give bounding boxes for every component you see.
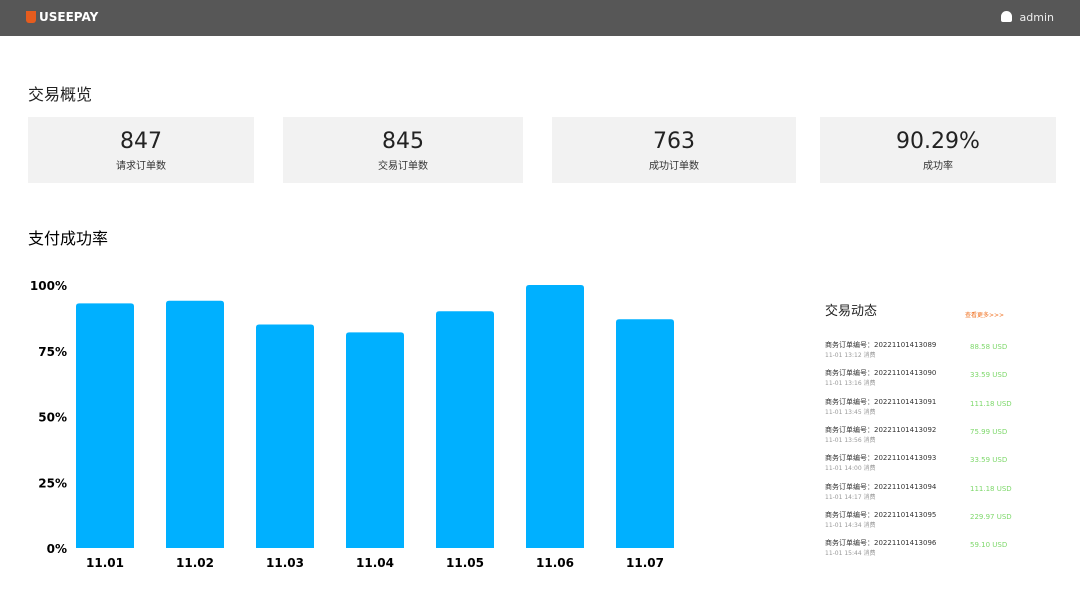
feed-item[interactable]: 商务订单编号：20221101413096 11-01 15:44 消费 59.10… [825,538,1015,557]
order-id: 商务订单编号：20221101413090 [825,369,937,378]
order-time: 11-01 15:44 消费 [825,550,876,558]
order-time: 11-01 14:17 消费 [825,493,876,501]
order-amount: 75.99 USD [970,427,1008,436]
order-amount: 33.59 USD [970,371,1008,380]
metric-value: 763 [653,129,695,154]
feed-item[interactable]: 商务订单编号：20221101413092 11-01 13:56 消费 75.99… [825,425,1015,444]
metric-value: 847 [120,129,162,154]
order-amount: 33.59 USD [970,456,1008,465]
x-tick-label: 11.07 [626,556,664,570]
feed-item[interactable]: 商务订单编号：20221101413094 11-01 14:17 消费 111.1… [825,482,1015,501]
metric-value: 845 [382,129,424,154]
order-amount: 229.97 USD [970,512,1012,521]
order-time: 11-01 14:34 消费 [825,521,876,529]
y-tick-label: 50% [38,411,67,425]
bar [436,311,494,548]
metric-card: 763 成功订单数 [552,117,796,183]
metric-value: 90.29% [896,129,980,154]
feed: 交易动态 查看更多>>> 商务订单编号：20221101413089 11-01 … [825,300,1015,557]
order-time: 11-01 13:45 消费 [825,408,876,416]
order-time: 11-01 14:00 消费 [825,465,876,473]
x-tick-label: 11.03 [266,556,304,570]
order-time: 11-01 13:56 消费 [825,436,876,444]
top-bar: USEEPAY admin [0,0,1080,36]
chart-title: 支付成功率 [28,229,108,248]
y-tick-label: 100% [30,279,67,293]
x-tick-label: 11.06 [536,556,574,570]
y-tick-label: 75% [38,345,67,359]
feed-item[interactable]: 商务订单编号：20221101413089 11-01 13:12 消费 88.58… [825,340,1015,359]
order-id: 商务订单编号：20221101413095 [825,510,937,519]
order-amount: 111.18 USD [970,399,1012,408]
order-time: 11-01 13:16 消费 [825,380,876,388]
feed-item[interactable]: 商务订单编号：20221101413090 11-01 13:16 消费 33.59… [825,368,1015,387]
x-tick-label: 11.05 [446,556,484,570]
metric-label: 成功订单数 [649,161,699,172]
x-tick-label: 11.04 [356,556,394,570]
y-tick-label: 25% [38,476,67,490]
order-id: 商务订单编号：20221101413089 [825,341,937,349]
order-amount: 111.18 USD [970,484,1012,493]
order-id: 商务订单编号：20221101413091 [825,397,937,406]
metric-label: 成功率 [923,161,953,172]
logo[interactable]: USEEPAY [26,10,98,24]
bar [76,303,134,548]
y-tick-label: 0% [47,542,67,556]
feed-item[interactable]: 商务订单编号：20221101413093 11-01 14:00 消费 33.59… [825,453,1015,472]
x-tick-label: 11.01 [86,556,124,570]
user-menu[interactable]: admin [1001,11,1054,24]
order-time: 11-01 13:12 消费 [825,352,876,359]
bar [616,319,674,548]
metric-card: 845 交易订单数 [283,117,523,183]
order-id: 商务订单编号：20221101413094 [825,482,937,491]
order-amount: 59.10 USD [970,541,1008,550]
order-id: 商务订单编号：20221101413096 [825,539,937,548]
order-amount: 88.58 USD [970,343,1008,351]
metric-label: 请求订单数 [116,161,166,172]
bar [346,332,404,548]
order-id: 商务订单编号：20221101413092 [825,425,937,434]
metric-card: 90.29% 成功率 [820,117,1056,183]
more-link[interactable]: 查看更多>>> [965,312,1005,319]
bar [526,285,584,548]
bar [166,300,224,548]
feed-item[interactable]: 商务订单编号：20221101413091 11-01 13:45 消费 111.1… [825,397,1015,416]
bar [256,324,314,548]
feed-item[interactable]: 商务订单编号：20221101413095 11-01 14:34 消费 229.9… [825,510,1015,529]
metric-card: 847 请求订单数 [28,117,254,183]
order-id: 商务订单编号：20221101413093 [825,454,937,463]
metric-label: 交易订单数 [378,161,428,172]
feed-title: 交易动态 [825,304,878,319]
section-title: 交易概览 [28,85,93,104]
x-tick-label: 11.02 [176,556,214,570]
